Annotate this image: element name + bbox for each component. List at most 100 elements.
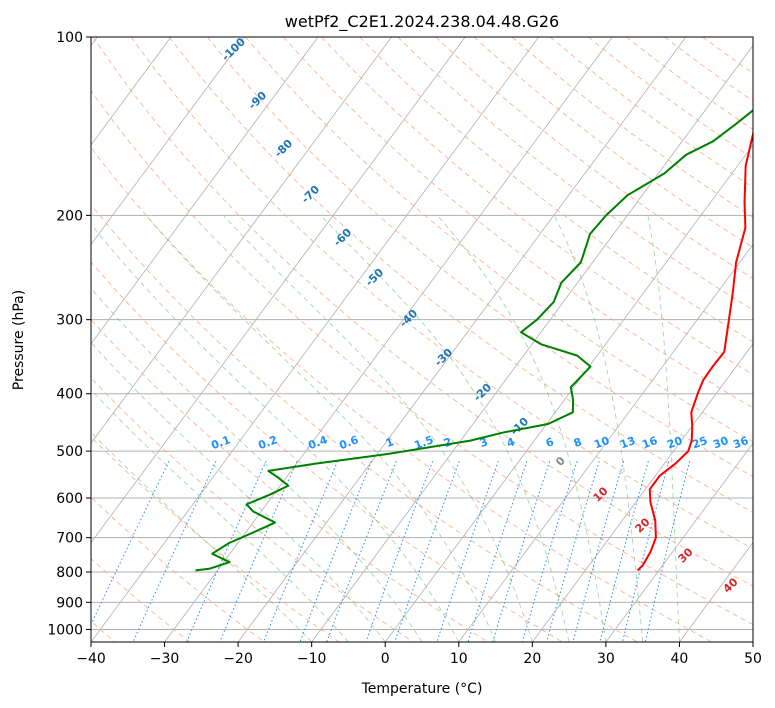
isotherm-line (91, 37, 245, 246)
mixing-ratio-line (546, 461, 600, 642)
x-tick-label: 20 (523, 651, 541, 667)
isotherm-line (752, 641, 753, 642)
mixing-ratio-line (91, 460, 170, 626)
moist-adiabat-line (91, 389, 349, 642)
dry-adiabat-line (359, 37, 753, 343)
mixing-ratio-label: 0.4 (306, 433, 329, 452)
isotherm-line (164, 37, 613, 642)
mixing-ratio-label: 13 (618, 434, 637, 451)
y-tick-label: 600 (56, 491, 83, 507)
isotherm-label: 20 (633, 515, 653, 535)
isotherm-label: 30 (676, 545, 696, 565)
isotherm-label: 0 (553, 454, 568, 469)
dry-adiabat-line (91, 261, 563, 642)
mixing-ratio-labels: 0.1 0.2 0.4 0.6 1 1.5 2 3 4 6 8 10 13 16 20 25 30 36 (209, 433, 750, 452)
dry-adiabat-line (91, 146, 712, 642)
mixing-ratio-label: 1 (384, 435, 396, 450)
y-tick-label: 200 (56, 208, 83, 224)
mixing-ratio-label: 0.1 (209, 433, 232, 452)
isotherm-label: -60 (331, 226, 355, 249)
chart-title: wetPf2_C2E1.2024.238.04.48.G26 (285, 12, 559, 32)
plot-frame (90, 36, 754, 643)
dry-adiabat-line (168, 37, 753, 513)
isotherm-line (91, 37, 540, 642)
y-axis-ticks: 100 200 300 400 500 600 700 800 900 1000 (47, 30, 91, 638)
moist-adiabat-line (91, 287, 423, 642)
dry-adiabat-line (130, 37, 753, 550)
dewpoint-line (195, 108, 753, 572)
dry-adiabat-line (91, 558, 190, 642)
moist-adiabat-line (222, 215, 533, 642)
mixing-ratio-line (436, 461, 499, 642)
mixing-ratio-label: 20 (665, 434, 684, 452)
mixing-ratio-label: 6 (544, 435, 556, 450)
mixing-ratio-label: 10 (592, 434, 611, 452)
dry-adiabat-line (702, 37, 753, 74)
isotherm-label: -100 (219, 35, 248, 64)
isotherm-label: -80 (272, 137, 296, 160)
x-axis-label: Temperature (°C) (361, 681, 483, 697)
mixing-ratio-line (572, 461, 625, 642)
y-tick-label: 700 (56, 531, 83, 547)
isotherm-line (679, 541, 753, 642)
x-tick-label: 50 (744, 651, 762, 667)
mixing-ratio-line (521, 461, 578, 642)
isotherm-line (458, 243, 753, 642)
mixing-ratio-label: 3 (478, 435, 490, 450)
mixing-ratio-label: 2 (442, 435, 454, 450)
mixing-ratio-label: 36 (731, 434, 750, 452)
dry-adiabat-line (283, 37, 753, 409)
y-axis-label: Pressure (hPa) (11, 290, 27, 390)
profile-lines (195, 108, 753, 572)
mixing-ratio-line (467, 461, 528, 642)
isotherm-line (237, 37, 687, 642)
mixing-ratio-label: 0.6 (337, 433, 360, 452)
dry-adiabat-line (91, 436, 340, 642)
isotherm-line (605, 442, 753, 642)
y-tick-label: 500 (56, 444, 83, 460)
isotherm-line (91, 37, 466, 544)
dry-adiabat-line (549, 37, 753, 189)
mixing-ratio-line (219, 460, 298, 642)
y-tick-label: 900 (56, 595, 83, 611)
mixing-ratio-line (492, 461, 551, 642)
isotherm-label: -30 (432, 346, 456, 369)
mixing-ratio-line (394, 461, 460, 642)
dry-adiabat-line (91, 377, 414, 642)
x-tick-label: 30 (597, 651, 615, 667)
mixing-ratio-line (326, 461, 397, 642)
background-lines (91, 37, 753, 642)
mixing-ratio-label: 8 (572, 435, 584, 450)
isotherm-label: -70 (299, 183, 323, 206)
x-tick-label: −10 (297, 651, 327, 667)
moist-adiabat-line (91, 223, 460, 642)
isotherm-label: 10 (591, 484, 611, 504)
mixing-ratio-line (644, 461, 691, 642)
x-tick-label: 0 (381, 651, 390, 667)
moist-adiabat-line (553, 215, 644, 642)
dry-adiabat-line (321, 37, 753, 376)
moist-adiabat-line (320, 215, 570, 642)
isotherm-label: -90 (246, 89, 270, 112)
isotherm-label: -20 (471, 381, 495, 404)
mixing-ratio-label: 30 (711, 434, 730, 452)
mixing-ratio-line (186, 460, 267, 642)
isotherm-line (91, 37, 392, 444)
x-axis-ticks: −40 −30 −20 −10 0 10 20 30 40 50 (76, 642, 762, 667)
y-tick-label: 300 (56, 313, 83, 329)
mixing-ratio-label: 4 (505, 435, 517, 450)
y-tick-label: 400 (56, 387, 83, 403)
isotherm-label: -40 (397, 307, 421, 330)
temperature-line (636, 131, 753, 572)
dry-adiabat-line (92, 37, 753, 587)
x-tick-label: 10 (450, 651, 468, 667)
isotherm-line (91, 37, 172, 146)
x-tick-label: 40 (671, 651, 689, 667)
isotherm-line (532, 343, 753, 642)
dry-adiabat-line (511, 37, 753, 218)
dry-adiabat-line (91, 496, 265, 642)
x-tick-label: −40 (76, 651, 106, 667)
isotherm-line (91, 37, 319, 345)
y-tick-label: 1000 (47, 622, 83, 638)
